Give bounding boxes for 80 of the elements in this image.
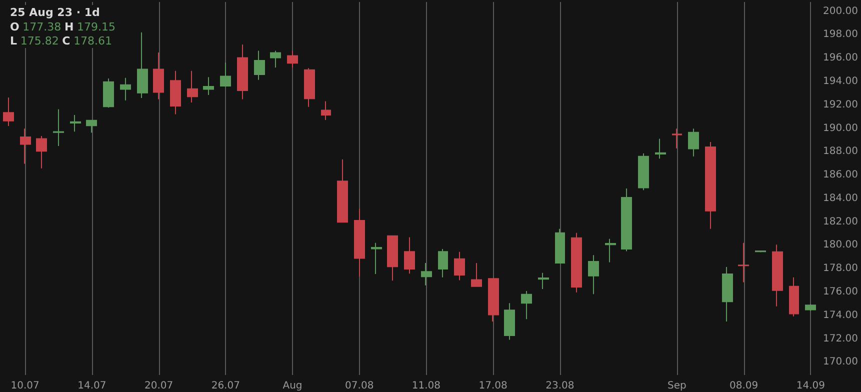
candlestick (738, 242, 749, 283)
candlestick (220, 62, 231, 88)
candlestick (137, 32, 148, 98)
y-tick-label: 194.00 (823, 76, 858, 88)
y-tick-label: 176.00 (823, 286, 858, 298)
candlestick (53, 108, 64, 147)
x-tick-label: Aug (282, 380, 302, 392)
y-tick-label: 198.00 (823, 29, 858, 40)
y-tick-label: 186.00 (823, 170, 858, 181)
x-tick-label: 10.07 (10, 380, 40, 392)
candlestick (3, 97, 14, 126)
candlestick (237, 44, 248, 100)
candlestick (287, 50, 298, 68)
y-tick-label: 184.00 (823, 192, 858, 204)
y-tick-label: 174.00 (823, 310, 858, 321)
candlestick (254, 50, 265, 80)
candlestick (688, 128, 699, 157)
x-tick-label: 07.08 (345, 380, 374, 392)
candlestick (538, 272, 549, 290)
candlestick (789, 276, 799, 317)
candlestick (504, 302, 515, 340)
candlestick (621, 188, 632, 252)
candlestick (638, 152, 649, 191)
x-tick-label: Sep (668, 380, 686, 392)
candlestick (321, 100, 331, 120)
candlestick (755, 250, 766, 253)
x-tick-label: 08.09 (729, 380, 758, 392)
y-tick-label: 196.00 (823, 52, 858, 64)
candlestick (605, 238, 616, 263)
candlestick (20, 128, 31, 164)
candlestick (521, 290, 532, 320)
x-tick-label: 17.08 (478, 380, 508, 392)
candlestick (354, 208, 365, 277)
candlestick (805, 304, 816, 312)
candlestick (404, 236, 415, 274)
y-tick-label: 188.00 (823, 146, 858, 158)
x-tick-label: 23.08 (546, 380, 574, 392)
y-tick-label: 170.00 (823, 356, 858, 368)
candlestick (438, 248, 448, 278)
candlestick (153, 52, 164, 100)
candlestick (421, 262, 432, 286)
candlestick (120, 77, 131, 101)
y-tick-label: 172.00 (823, 333, 858, 344)
candlestick (170, 70, 181, 115)
candlestick (588, 254, 599, 295)
candlestick (471, 262, 482, 287)
candlestick (304, 68, 315, 108)
candlestick (86, 120, 97, 134)
candlestick (36, 136, 47, 169)
candlestick (555, 228, 565, 264)
candlestick (655, 138, 666, 160)
y-tick-label: 200.00 (823, 6, 858, 17)
candlestick (672, 128, 682, 149)
candlestick (70, 114, 81, 132)
chart-title: 25 Aug 23 · 1d (10, 6, 100, 19)
candlestick (187, 70, 198, 104)
candlestick (705, 141, 716, 230)
candlestick (103, 78, 114, 108)
x-tick-label: 20.07 (144, 380, 174, 392)
candlestick (454, 251, 465, 281)
x-tick-label: 14.09 (796, 380, 825, 392)
candlestick (488, 278, 499, 322)
y-tick-label: 180.00 (823, 240, 858, 251)
y-tick-label: 190.00 (823, 122, 858, 134)
candlestick (387, 235, 398, 282)
annotation: O 177.38 H 179.15 (10, 20, 116, 34)
candlestick (337, 158, 348, 223)
candlestick (203, 76, 214, 96)
x-tick-label: 11.08 (412, 380, 441, 392)
x-tick-label: 14.07 (78, 380, 106, 392)
y-tick-label: 192.00 (823, 99, 858, 110)
candlestick (722, 266, 733, 322)
candlestick (772, 244, 783, 307)
candlestick (371, 242, 382, 274)
y-tick-label: 178.00 (823, 263, 858, 274)
x-tick-label: 26.07 (211, 380, 240, 392)
y-tick-label: 182.00 (823, 216, 858, 228)
annotation: L 175.82 C 178.61 (10, 34, 112, 48)
candlestick (571, 232, 582, 293)
candlestick (270, 50, 281, 68)
